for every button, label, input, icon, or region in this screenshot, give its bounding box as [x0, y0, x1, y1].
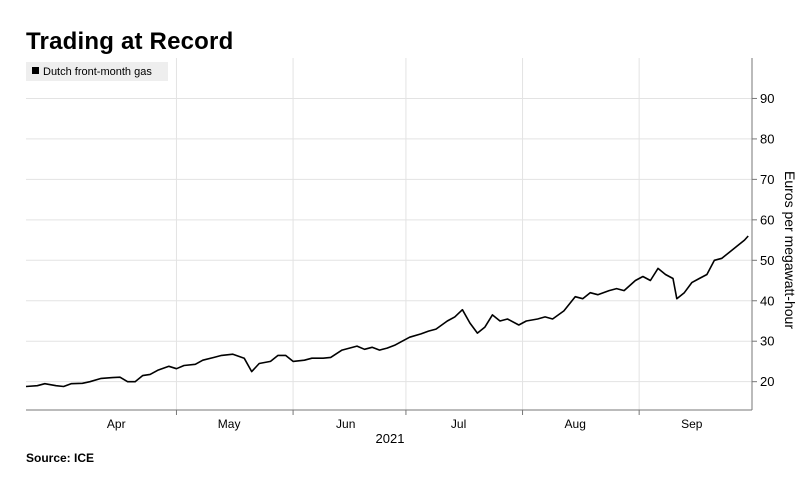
x-tick-label: Jun [336, 417, 355, 431]
y-axis-label: Euros per megawatt-hour [782, 171, 798, 329]
source-note: Source: ICE [26, 451, 95, 465]
y-tick-label: 80 [760, 131, 774, 146]
x-tick-label: Sep [681, 417, 703, 431]
grid-layer [26, 58, 752, 410]
x-axis-label: 2021 [376, 431, 405, 446]
y-tick-label: 90 [760, 91, 774, 106]
legend-background [26, 62, 168, 81]
y-tick-label: 70 [760, 172, 774, 187]
x-tick-label: Jul [451, 417, 466, 431]
legend: Dutch front-month gas [26, 62, 168, 81]
y-ticks-layer: 20 30 40 50 60 70 80 90 [752, 91, 774, 389]
y-tick-label: 20 [760, 374, 774, 389]
y-tick-label: 30 [760, 334, 774, 349]
y-tick-label: 50 [760, 253, 774, 268]
y-tick-label: 40 [760, 293, 774, 308]
series-line-dutch-front-month-gas [25, 235, 749, 388]
x-tick-label: May [218, 417, 241, 431]
x-tick-label: Aug [565, 417, 586, 431]
x-ticks-layer: Apr May Jun Jul Aug Sep [107, 410, 703, 431]
x-tick-label: Apr [107, 417, 126, 431]
legend-label: Dutch front-month gas [43, 66, 152, 78]
legend-swatch [32, 67, 39, 74]
y-tick-label: 60 [760, 212, 774, 227]
chart-title: Trading at Record [26, 28, 234, 55]
